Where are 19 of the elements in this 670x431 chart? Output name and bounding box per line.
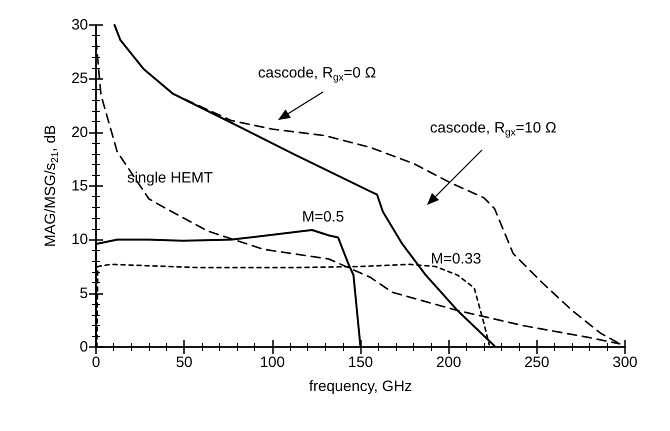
x-tick-label: 50 bbox=[176, 354, 193, 371]
annotation: M=0.5 bbox=[302, 208, 344, 226]
y-tick-label: 5 bbox=[80, 284, 88, 302]
x-tick-label: 150 bbox=[348, 354, 374, 371]
annotation: single HEMT bbox=[127, 170, 213, 186]
x-tick-label: 100 bbox=[260, 354, 285, 371]
x-tick-label: 200 bbox=[436, 354, 462, 371]
y-tick-label: 20 bbox=[71, 124, 88, 141]
x-tick-label: 0 bbox=[92, 354, 100, 371]
y-tick-label: 10 bbox=[71, 231, 88, 248]
y-axis-title: MAG/MSG/s21, dB bbox=[42, 125, 61, 247]
y-tick-label: 15 bbox=[71, 178, 88, 194]
annotation: M=0.33 bbox=[430, 250, 482, 268]
x-tick-label: 300 bbox=[612, 354, 638, 371]
x-axis-title: frequency, GHz bbox=[308, 378, 412, 395]
y-tick-label: 25 bbox=[71, 70, 88, 88]
x-tick-label: 250 bbox=[524, 354, 550, 371]
y-tick-label: 30 bbox=[71, 16, 88, 34]
y-tick-label: 0 bbox=[80, 338, 88, 356]
